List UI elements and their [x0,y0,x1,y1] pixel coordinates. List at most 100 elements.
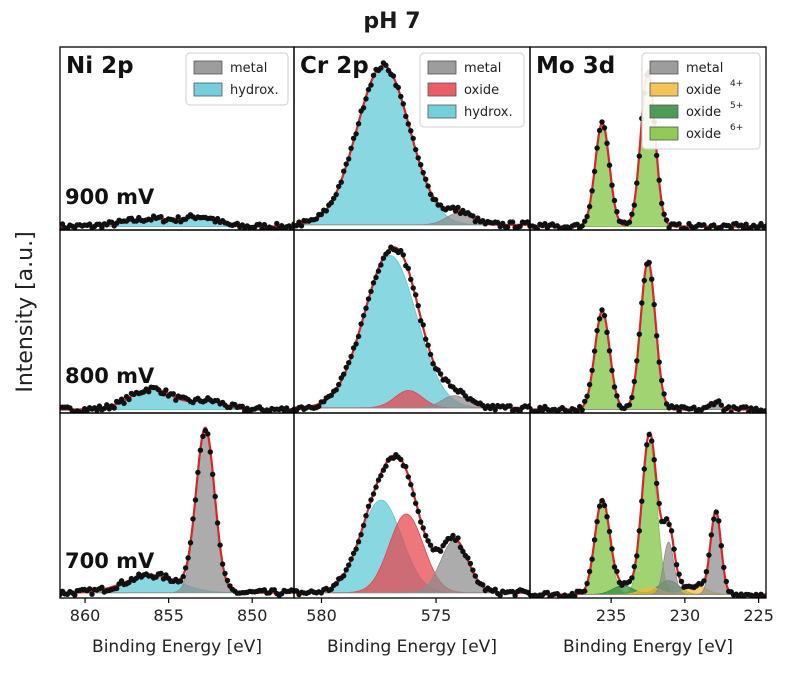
data-point [763,223,766,229]
data-point [217,542,223,548]
data-point [192,497,199,503]
data-point [373,274,379,281]
data-point [663,401,670,407]
data-point [728,409,734,413]
data-point [726,404,732,410]
plot-area [294,60,530,230]
data-point [350,550,357,556]
data-point [323,208,329,214]
data-point [579,223,585,229]
data-point [336,183,342,190]
data-point [599,119,605,125]
data-point [190,516,196,522]
data-point [185,555,191,561]
data-point [527,591,530,598]
data-point [656,359,662,365]
data-point [398,93,404,100]
data-point [405,121,411,127]
data-point [205,431,211,437]
data-point [656,177,662,183]
y-axis-label: Intensity [a.u.] [13,231,38,392]
data-point [375,477,382,483]
data-point [470,567,476,573]
panel-cr-2p-2: 580 575 Binding Energy [eV] [293,412,531,657]
data-point [410,135,416,142]
data-point [740,225,747,230]
data-point [385,249,392,255]
data-point [313,216,320,222]
data-point [343,567,349,573]
data-point [524,219,530,225]
data-point [589,556,595,562]
data-point [111,405,117,411]
data-point [654,152,660,159]
data-point [711,516,717,522]
data-point [492,586,498,592]
data-point [678,578,685,585]
data-point [631,563,637,570]
component-oxide6 [530,260,766,410]
data-point [584,213,590,220]
data-point [586,568,593,575]
data-point [663,516,670,522]
data-point [723,578,729,585]
data-point [527,403,530,409]
data-point [425,538,431,544]
data-point [713,509,719,515]
data-point [353,341,359,347]
data-point [703,569,710,575]
data-point [158,570,164,576]
data-point [395,84,401,91]
data-point [671,546,677,552]
data-point [256,221,263,227]
data-point [373,484,379,490]
data-point [527,223,530,229]
data-point [718,402,724,408]
data-point [178,578,184,584]
row-label: 900 mV [65,185,155,209]
data-point [599,307,605,313]
data-point [594,145,600,151]
panel-cr-2p-0: Cr 2p metal oxide hydrox. [293,46,531,231]
data-point [596,316,603,322]
data-point [701,222,707,228]
data-point [673,562,680,568]
data-point [743,221,749,227]
data-point [219,561,226,567]
data-point [200,433,206,439]
legend-label-hydrox: hydrox. [230,83,279,98]
data-point [99,225,105,230]
data-point [259,226,265,230]
data-point [609,367,615,374]
data-point [380,255,387,261]
row-label: 800 mV [65,364,155,388]
data-point [222,570,228,577]
data-point [423,336,429,342]
data-point [639,498,645,504]
x-tick-label: 230 [670,606,701,625]
plot-area [60,212,294,230]
data-point [609,546,615,552]
data-point [400,252,406,258]
data-point [343,364,349,371]
data-point [512,592,518,598]
data-point [353,131,359,137]
data-point [596,127,603,134]
data-point [348,556,354,562]
data-point [763,594,766,598]
data-point [413,292,419,298]
data-point [427,542,434,548]
data-point [706,552,712,558]
data-point [418,162,424,168]
data-point [450,532,456,539]
data-point [118,396,125,402]
data-point [584,580,590,587]
x-axis-label: Binding Energy [eV] [92,637,262,657]
data-point [676,221,682,227]
data-point [348,145,354,151]
data-point [328,200,334,206]
data-point [348,353,354,360]
data-point [346,562,352,568]
data-point [350,345,357,351]
data-point [599,498,605,504]
